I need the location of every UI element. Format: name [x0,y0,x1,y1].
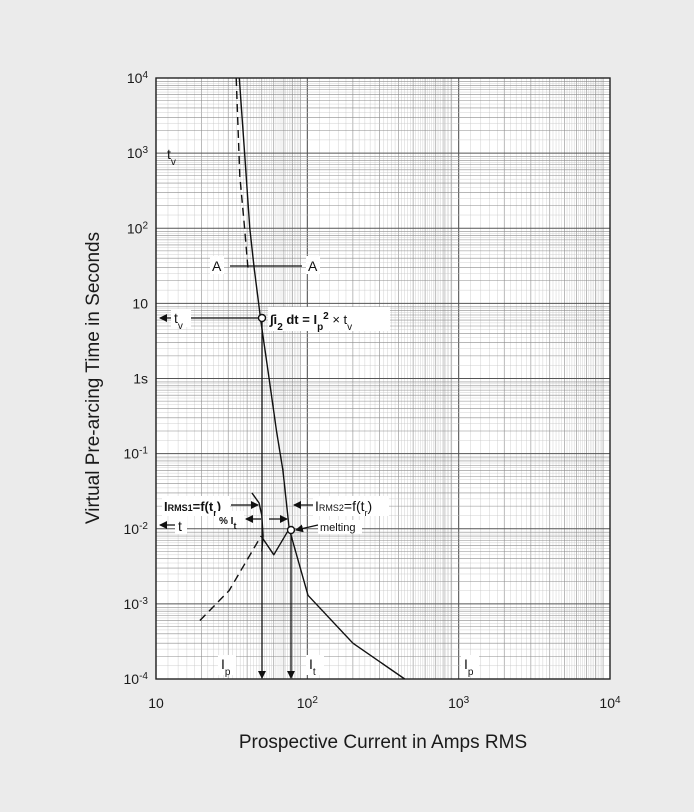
y-tick-label: 103 [127,145,149,162]
y-tick-label: 104 [127,70,149,87]
label-t-left: t [178,518,182,534]
curves [199,77,406,680]
y-tick-labels: 104 103 102 10 1s 10-1 10-2 10-3 10-4 [124,70,149,688]
label-tv-axis: tv [167,146,176,168]
label-bg-melting [318,520,362,534]
x-tick-labels: 10 102 103 104 [148,695,621,712]
label-bg-irms1 [162,496,230,516]
x-axis-title: Prospective Current in Amps RMS [239,732,527,753]
curve-solid-1 [238,77,290,529]
curve-dashed-0 [235,77,249,268]
melting-arrow [295,524,319,533]
y-tick-label: 10-3 [124,595,149,612]
label-bg-pct [216,511,244,528]
label-irms1: IRMS1=f(tr) [164,499,221,518]
y-tick-label: 10-1 [124,445,149,462]
y-tick-label: 102 [127,220,149,237]
label-it: It [309,656,316,678]
label-ip-right: Ip [464,656,474,678]
y-tick-label: 10-2 [124,520,149,537]
y-tick-label: 1s [133,371,148,387]
curve-dashed-3 [199,535,262,621]
label-melting: melting [320,522,355,534]
label-bg-ip-right [461,655,479,675]
plot-frame [155,77,611,680]
y-tick-label: 10 [132,295,148,311]
y-axis-title: Virtual Pre-arcing Time in Seconds [83,232,104,524]
x-tick-label: 103 [448,695,470,712]
label-bg-aa-right [306,256,320,274]
label-bg-irms2 [313,496,389,516]
label-bg-it [306,655,324,675]
label-integral: ∫i2 dt = Ip2 × tv [269,311,352,333]
grid [155,78,610,680]
label-bg-integral [268,307,390,331]
label-aa-right: A [308,258,318,274]
curve-solid-2 [260,528,406,680]
label-ip-left: Ip [221,656,231,678]
label-bg-t-left [175,516,187,534]
point-tv [257,313,267,323]
label-bg-ip-left [218,655,236,675]
x-tick-label: 10 [148,695,164,711]
x-tick-label: 102 [297,695,319,712]
point-melting [286,525,296,535]
label-bg-tv-arrow [171,309,191,327]
label-tv-arrow: tv [174,310,183,332]
y-tick-label: 10-4 [124,671,149,688]
label-aa-left: A [212,258,222,274]
x-tick-label: 104 [599,695,621,712]
label-irms2: IRMS2=f(tr) [315,498,372,518]
annotations: tv A A tv ∫i2 dt = Ip2 × tv IRMS1=f(tr) … [162,146,479,678]
label-pct: % It [219,516,236,531]
label-bg-aa-left [210,256,224,274]
